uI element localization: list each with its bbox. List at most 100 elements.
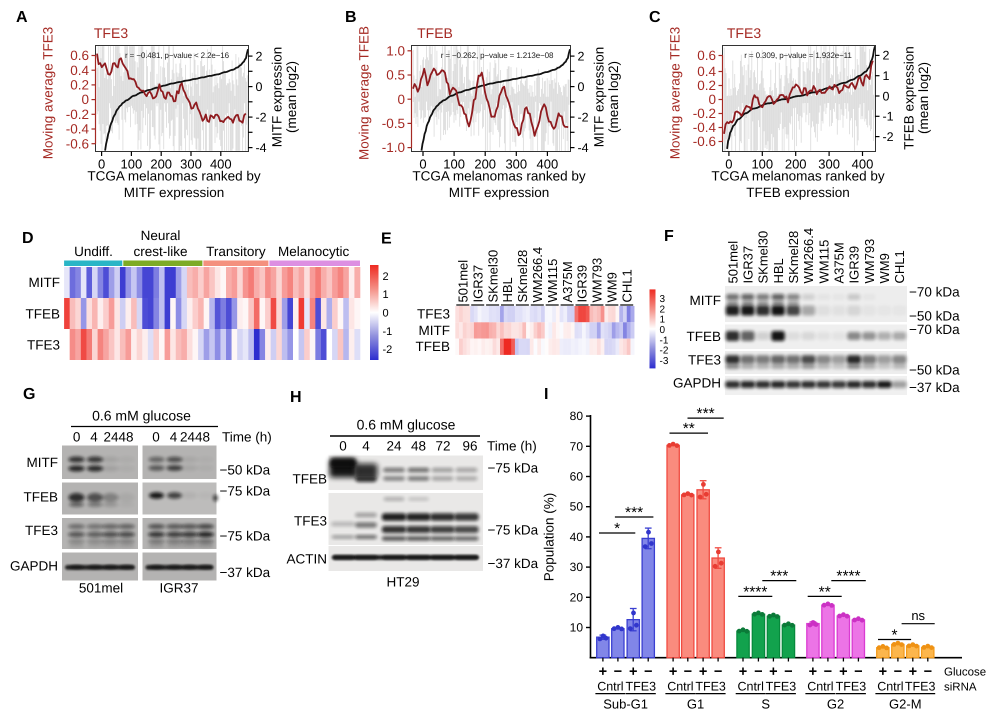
svg-text:200: 200 — [150, 157, 172, 172]
svg-text:−: − — [644, 664, 652, 680]
svg-text:0.5: 0.5 — [386, 68, 405, 83]
svg-text:WM9: WM9 — [877, 253, 892, 283]
svg-text:MITF: MITF — [690, 293, 722, 308]
svg-text:−75 kDa: −75 kDa — [220, 484, 271, 499]
svg-text:0.6 mM glucose: 0.6 mM glucose — [92, 408, 191, 424]
svg-text:1: 1 — [883, 69, 890, 83]
svg-text:3: 3 — [660, 294, 666, 305]
svg-text:20: 20 — [570, 590, 584, 604]
svg-text:−70 kDa: −70 kDa — [909, 322, 960, 337]
svg-text:TFEB: TFEB — [292, 472, 327, 487]
svg-text:0: 0 — [256, 80, 263, 94]
svg-text:0: 0 — [339, 439, 347, 454]
svg-text:0.2: 0.2 — [697, 78, 716, 93]
svg-text:TFE3: TFE3 — [727, 25, 761, 41]
svg-text:**: ** — [819, 584, 831, 601]
svg-text:r = −0.481, p−value < 2.2e−16: r = −0.481, p−value < 2.2e−16 — [125, 51, 230, 60]
svg-text:−75 kDa: −75 kDa — [488, 461, 539, 476]
svg-text:ACTIN: ACTIN — [287, 552, 328, 567]
svg-text:+: + — [839, 664, 847, 680]
svg-text:CHL1: CHL1 — [892, 250, 907, 283]
svg-text:SKmel30: SKmel30 — [756, 231, 771, 284]
svg-text:TFEB expression: TFEB expression — [902, 46, 917, 150]
svg-text:0.6: 0.6 — [697, 48, 716, 63]
svg-text:MITF: MITF — [27, 455, 59, 470]
svg-text:40: 40 — [570, 530, 584, 544]
svg-text:MITF: MITF — [29, 275, 61, 290]
svg-text:Glucose: Glucose — [944, 667, 986, 679]
svg-text:0: 0 — [419, 157, 426, 172]
svg-text:-2: -2 — [578, 110, 589, 124]
svg-text:50: 50 — [570, 500, 584, 514]
svg-text:-0.2: -0.2 — [693, 106, 716, 121]
svg-text:IGR37: IGR37 — [741, 246, 756, 284]
svg-text:−: − — [714, 664, 722, 680]
svg-text:-2: -2 — [256, 110, 267, 124]
svg-text:0: 0 — [383, 308, 389, 320]
svg-text:−: − — [894, 664, 902, 680]
svg-text:r = −0.262, p−value = 1.213e−0: r = −0.262, p−value = 1.213e−08 — [441, 51, 554, 60]
svg-text:0.2: 0.2 — [70, 78, 89, 93]
svg-text:-1: -1 — [883, 110, 894, 124]
svg-text:-1: -1 — [660, 335, 669, 346]
svg-text:TCGA melanomas ranked by: TCGA melanomas ranked by — [711, 169, 885, 184]
svg-text:-4: -4 — [256, 141, 267, 155]
svg-text:+: + — [629, 664, 637, 680]
svg-text:+: + — [769, 664, 777, 680]
svg-text:−70 kDa: −70 kDa — [909, 285, 960, 300]
svg-text:300: 300 — [818, 157, 840, 172]
svg-text:200: 200 — [474, 157, 496, 172]
svg-text:24: 24 — [386, 439, 402, 454]
svg-text:300: 300 — [180, 157, 202, 172]
svg-text:Sub-G1: Sub-G1 — [603, 697, 648, 712]
svg-text:TFE3: TFE3 — [695, 680, 726, 694]
svg-text:−: − — [684, 664, 692, 680]
svg-text:4: 4 — [170, 430, 178, 445]
svg-text:(mean log2): (mean log2) — [284, 61, 299, 133]
svg-text:1: 1 — [383, 289, 389, 301]
svg-text:48: 48 — [411, 439, 426, 454]
svg-text:2: 2 — [256, 49, 263, 63]
svg-text:(mean log2): (mean log2) — [916, 62, 931, 134]
svg-text:IGR39: IGR39 — [575, 265, 590, 303]
svg-text:−: − — [924, 664, 932, 680]
svg-text:501mel: 501mel — [725, 241, 740, 284]
svg-text:****: **** — [743, 584, 767, 601]
svg-text:24: 24 — [180, 430, 196, 445]
svg-text:48: 48 — [195, 430, 210, 445]
svg-text:+: + — [909, 664, 917, 680]
svg-text:siRNA: siRNA — [944, 682, 977, 694]
svg-text:(mean log2): (mean log2) — [606, 61, 621, 133]
svg-text:MITF expression: MITF expression — [124, 185, 225, 200]
svg-text:400: 400 — [537, 157, 559, 172]
svg-text:***: *** — [697, 406, 715, 423]
svg-text:SKmel30: SKmel30 — [485, 250, 500, 303]
svg-text:SKmel28: SKmel28 — [515, 250, 530, 303]
svg-text:4: 4 — [90, 430, 98, 445]
svg-text:H: H — [290, 389, 302, 406]
svg-text:MITF expression: MITF expression — [449, 185, 550, 200]
svg-text:−50 kDa: −50 kDa — [909, 363, 960, 378]
svg-text:TFE3: TFE3 — [27, 338, 60, 353]
svg-text:−50 kDa: −50 kDa — [220, 463, 271, 478]
svg-text:-0.4: -0.4 — [66, 122, 90, 137]
svg-text:G: G — [23, 386, 35, 403]
svg-text:TFEB: TFEB — [23, 490, 58, 505]
svg-text:-4: -4 — [578, 141, 589, 155]
svg-text:TFE3: TFE3 — [836, 680, 867, 694]
svg-text:−75 kDa: −75 kDa — [488, 523, 539, 538]
svg-text:Time (h): Time (h) — [222, 430, 272, 445]
svg-text:Cntrl: Cntrl — [667, 680, 693, 694]
svg-text:TFEB: TFEB — [25, 307, 60, 322]
svg-text:G1: G1 — [687, 697, 704, 712]
svg-text:2: 2 — [578, 49, 585, 63]
svg-text:A375M: A375M — [832, 242, 847, 283]
svg-text:−: − — [824, 664, 832, 680]
svg-text:+: + — [739, 664, 747, 680]
svg-text:-0.2: -0.2 — [66, 107, 89, 122]
svg-text:A375M: A375M — [560, 261, 575, 302]
svg-text:TFEB: TFEB — [686, 329, 721, 344]
svg-text:TFEB: TFEB — [417, 25, 453, 41]
svg-text:I: I — [544, 386, 548, 403]
svg-text:HBL: HBL — [771, 258, 786, 283]
